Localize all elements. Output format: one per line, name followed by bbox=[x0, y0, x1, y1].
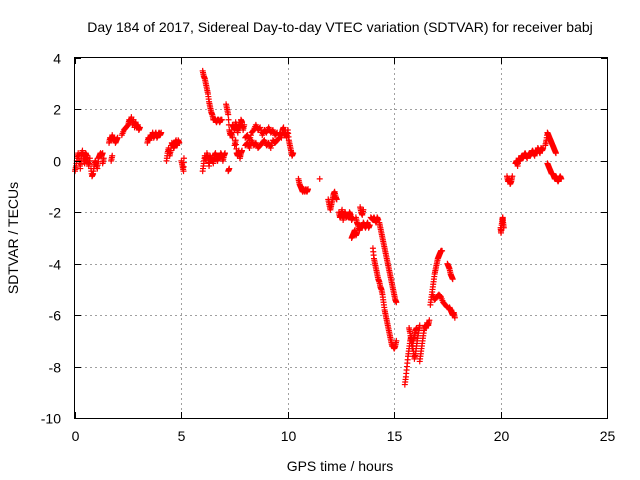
data-point bbox=[393, 299, 400, 306]
data-point bbox=[229, 134, 236, 141]
y-tick-label: 2 bbox=[53, 102, 61, 118]
axis-ticks bbox=[75, 58, 608, 419]
data-point bbox=[451, 314, 458, 321]
x-tick-label: 20 bbox=[494, 428, 510, 444]
x-tick-label: 10 bbox=[281, 428, 297, 444]
data-point bbox=[239, 147, 246, 154]
x-tick-label: 25 bbox=[600, 428, 616, 444]
y-tick-label: 4 bbox=[53, 51, 61, 67]
y-axis-label: SDTVAR / TECUs bbox=[5, 182, 21, 294]
data-point bbox=[558, 175, 565, 182]
data-point bbox=[176, 139, 183, 146]
data-point bbox=[500, 224, 507, 231]
data-point bbox=[333, 196, 340, 203]
data-point bbox=[241, 121, 248, 128]
data-point bbox=[100, 155, 107, 162]
data-point bbox=[136, 124, 143, 131]
data-point bbox=[225, 111, 232, 118]
data-point bbox=[99, 150, 106, 157]
x-tick-labels: 0 5 10 15 20 25 bbox=[72, 428, 616, 444]
data-point bbox=[366, 222, 373, 229]
x-axis-label: GPS time / hours bbox=[287, 458, 394, 474]
y-tick-label: -2 bbox=[49, 205, 62, 221]
x-tick-label: 0 bbox=[72, 428, 80, 444]
data-point bbox=[218, 116, 225, 123]
data-point bbox=[305, 186, 312, 193]
data-point bbox=[416, 322, 423, 329]
data-point bbox=[86, 155, 93, 162]
plot-frame bbox=[74, 57, 608, 419]
data-point bbox=[226, 165, 233, 172]
data-point bbox=[222, 150, 229, 157]
data-point bbox=[316, 175, 323, 182]
x-tick-label: 15 bbox=[387, 428, 403, 444]
data-point bbox=[360, 206, 367, 213]
data-point bbox=[439, 247, 446, 254]
data-point bbox=[443, 303, 450, 310]
y-tick-label: -4 bbox=[49, 257, 62, 273]
y-tick-label: -6 bbox=[49, 308, 62, 324]
data-point bbox=[114, 134, 121, 141]
data-point bbox=[426, 317, 433, 324]
data-point bbox=[225, 116, 232, 123]
grid-lines bbox=[75, 58, 607, 418]
data-point bbox=[180, 155, 187, 162]
y-tick-label: 0 bbox=[53, 154, 61, 170]
data-point bbox=[109, 152, 116, 159]
data-point bbox=[552, 150, 559, 157]
data-point bbox=[290, 150, 297, 157]
y-tick-label: -10 bbox=[41, 411, 61, 427]
y-tick-label: -8 bbox=[49, 360, 62, 376]
data-point bbox=[413, 325, 420, 331]
data-points bbox=[72, 67, 565, 388]
data-point bbox=[449, 276, 456, 283]
data-point bbox=[509, 173, 516, 180]
y-tick-labels: -10 -8 -6 -4 -2 0 2 4 bbox=[41, 51, 61, 427]
data-point bbox=[393, 337, 400, 344]
x-tick-label: 5 bbox=[178, 428, 186, 444]
data-point bbox=[158, 129, 165, 136]
chart-title: Day 184 of 2017, Sidereal Day-to-day VTE… bbox=[87, 19, 593, 35]
